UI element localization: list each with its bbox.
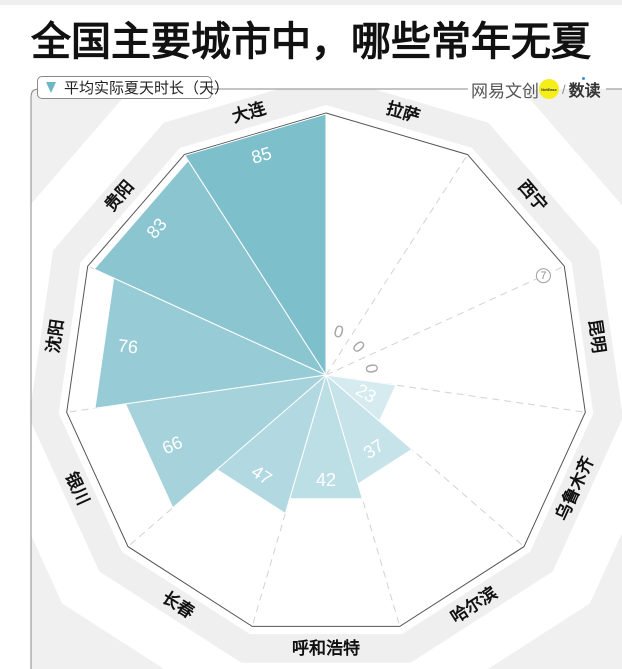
- netease-badge-icon: NetEase: [539, 79, 559, 99]
- value-label: 0: [361, 362, 381, 374]
- spoke-line: [325, 154, 469, 376]
- triangle-down-icon: [46, 82, 56, 93]
- sub-brand: 数读: [569, 77, 601, 101]
- spoke-line: [251, 374, 327, 627]
- brand-logo: 网易文创 NetEase / 数读: [471, 77, 601, 101]
- wedge: [184, 113, 327, 377]
- legend-box: 平均实际夏天时长（天）: [37, 76, 229, 99]
- sub-brand-label: 数读: [568, 83, 601, 100]
- value-label: 42: [316, 470, 336, 490]
- page-title: 全国主要城市中，哪些常年无夏: [31, 20, 591, 64]
- brand-separator: /: [562, 81, 566, 97]
- city-label: 昆明: [585, 318, 609, 354]
- spoke-line: [325, 374, 586, 413]
- value-label: 76: [117, 336, 139, 358]
- annotation-circle-icon: [535, 268, 551, 284]
- dot-icon: [581, 77, 585, 80]
- city-label: 沈阳: [42, 318, 67, 355]
- annotation-label: 7: [540, 270, 546, 282]
- chart-wedges: [93, 113, 413, 515]
- spoke-line: [325, 374, 525, 547]
- brand-name: 网易文创: [471, 81, 539, 101]
- top-strip: [0, 0, 622, 5]
- spoke-line: [325, 374, 401, 627]
- spoke-line: [325, 265, 565, 376]
- spoke-line: [127, 374, 327, 547]
- legend-label: 平均实际夏天时长（天）: [64, 80, 230, 97]
- city-label: 呼和浩特: [292, 638, 360, 658]
